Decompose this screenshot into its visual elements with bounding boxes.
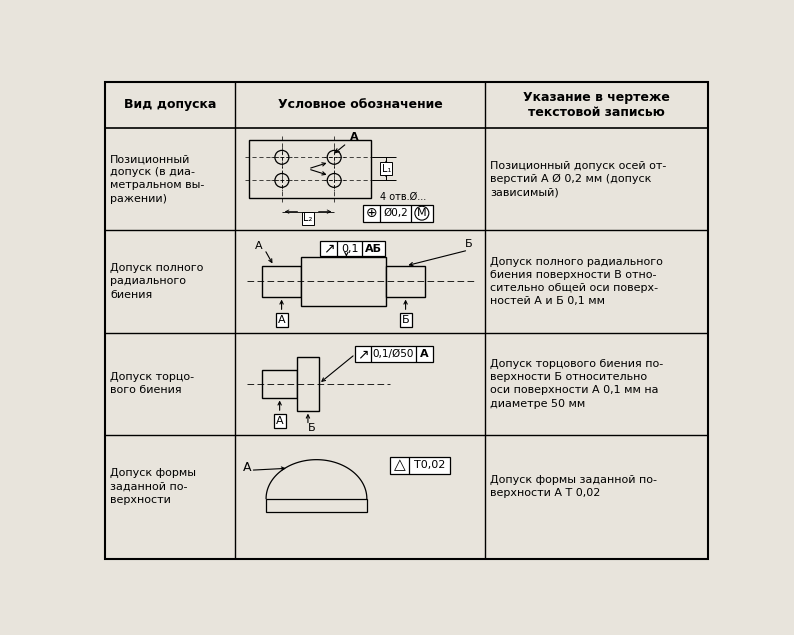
Bar xyxy=(262,266,301,297)
Text: 4 отв.Ø...: 4 отв.Ø... xyxy=(380,192,426,202)
Text: Допуск торцо-
вого биения: Допуск торцо- вого биения xyxy=(110,372,195,396)
Text: А: А xyxy=(335,132,358,152)
Bar xyxy=(363,204,433,222)
Text: Указание в чертеже
текстовой записью: Указание в чертеже текстовой записью xyxy=(523,91,670,119)
Text: Допуск торцового биения по-
верхности Б относительно
оси поверхности А 0,1 мм на: Допуск торцового биения по- верхности Б … xyxy=(490,359,663,409)
Text: 0,1: 0,1 xyxy=(341,244,359,253)
Text: М: М xyxy=(417,208,426,218)
Text: Т0,02: Т0,02 xyxy=(414,460,445,470)
Text: △: △ xyxy=(394,458,406,472)
Text: Вид допуска: Вид допуска xyxy=(124,98,217,112)
Circle shape xyxy=(327,150,341,164)
Bar xyxy=(297,357,318,411)
Text: ↗: ↗ xyxy=(357,347,368,361)
Circle shape xyxy=(327,173,341,187)
Text: А: А xyxy=(276,416,283,426)
Text: L₂: L₂ xyxy=(303,213,313,223)
Text: Ø0,2: Ø0,2 xyxy=(384,208,408,218)
Text: А: А xyxy=(255,241,262,251)
Circle shape xyxy=(275,150,289,164)
Bar xyxy=(249,140,371,197)
Text: Допуск полного
радиального
биения: Допуск полного радиального биения xyxy=(110,263,203,300)
Text: Б: Б xyxy=(464,239,472,249)
Text: Условное обозначение: Условное обозначение xyxy=(278,98,442,112)
Bar xyxy=(390,457,449,474)
Text: 0,1/Ø50: 0,1/Ø50 xyxy=(372,349,414,359)
Text: Позиционный
допуск (в диа-
метральном вы-
ражении): Позиционный допуск (в диа- метральном вы… xyxy=(110,154,205,204)
Bar xyxy=(355,347,433,362)
Bar xyxy=(262,370,297,398)
Text: L₁: L₁ xyxy=(382,164,391,174)
Text: Б: Б xyxy=(402,315,410,325)
Text: Допуск полного радиального
биения поверхности В отно-
сительно общей оси поверх-: Допуск полного радиального биения поверх… xyxy=(490,257,663,306)
Circle shape xyxy=(415,206,429,220)
Text: А: А xyxy=(420,349,429,359)
Text: Допуск формы
заданной по-
верхности: Допуск формы заданной по- верхности xyxy=(110,468,196,505)
Text: Б: Б xyxy=(308,424,316,434)
Text: Допуск формы заданной по-
верхности А Т 0,02: Допуск формы заданной по- верхности А Т … xyxy=(490,475,657,498)
Bar xyxy=(266,498,367,512)
Circle shape xyxy=(275,173,289,187)
Text: Позиционный допуск осей от-
верстий А Ø 0,2 мм (допуск
зависимый): Позиционный допуск осей от- верстий А Ø … xyxy=(490,161,666,197)
Bar xyxy=(301,257,386,306)
Bar xyxy=(320,241,385,257)
Text: АБ: АБ xyxy=(365,244,382,253)
Bar xyxy=(386,266,425,297)
Text: А: А xyxy=(243,460,252,474)
Text: А: А xyxy=(278,315,285,325)
Text: ⊕: ⊕ xyxy=(366,206,377,220)
Text: ↗: ↗ xyxy=(323,241,335,256)
